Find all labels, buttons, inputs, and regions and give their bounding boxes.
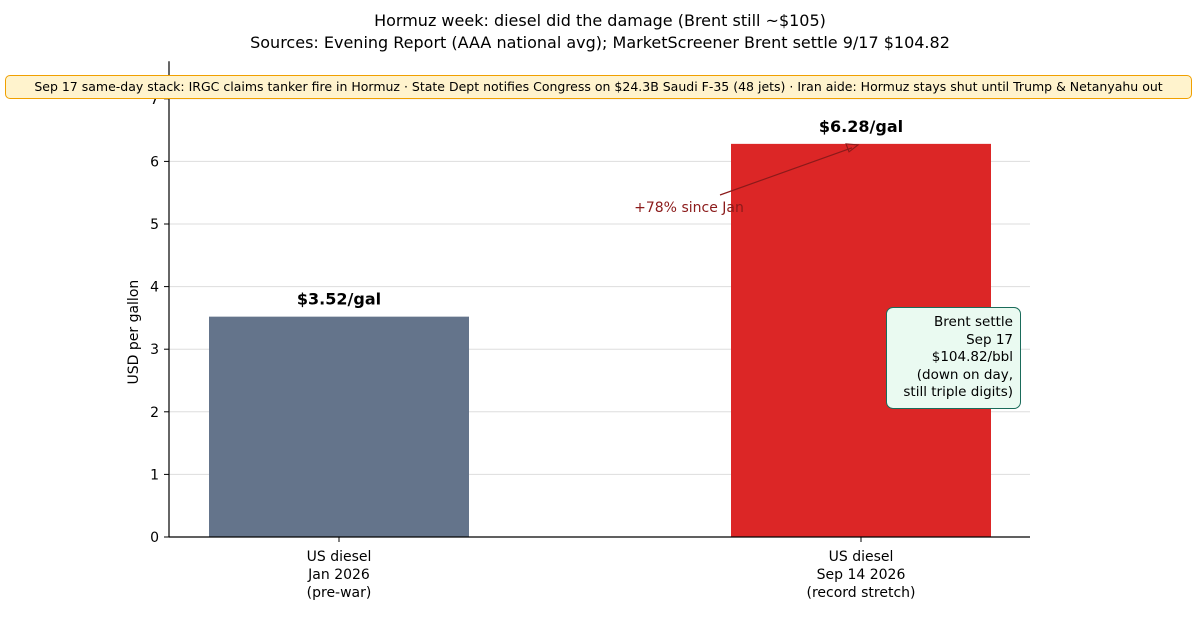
bar xyxy=(209,316,469,537)
data-label: $3.52/gal xyxy=(297,290,381,309)
x-tick-label: (pre-war) xyxy=(307,585,372,601)
annotation-arrow xyxy=(719,147,853,196)
callout-line: still triple digits) xyxy=(903,384,1013,400)
x-tick-label: Sep 14 2026 xyxy=(817,567,906,583)
annotation-arrowhead xyxy=(845,143,860,153)
x-tick-label: US diesel xyxy=(829,549,894,565)
bars xyxy=(209,143,991,537)
y-tick-label: 2 xyxy=(150,405,159,421)
annotation-text: +78% since Jan xyxy=(634,200,744,216)
news-banner: Sep 17 same-day stack: IRGC claims tanke… xyxy=(5,75,1192,99)
y-tick-label: 7 xyxy=(150,92,159,108)
data-label: $6.28/gal xyxy=(819,117,903,136)
axes: 0 1 2 3 4 5 6 7 xyxy=(150,61,1030,546)
labels: $3.52/gal US diesel Jan 2026 (pre-war) $6.28… xyxy=(126,117,916,601)
y-tick-label: 3 xyxy=(150,342,159,358)
callout-line: Brent settle xyxy=(934,314,1013,330)
callout-line: $104.82/bbl xyxy=(931,349,1013,365)
x-tick-label: Jan 2026 xyxy=(307,567,370,583)
y-axis-label: USD per gallon xyxy=(126,280,142,385)
x-tick-label: US diesel xyxy=(307,549,372,565)
y-tick-label: 0 xyxy=(150,530,159,546)
y-tick-label: 4 xyxy=(150,280,159,296)
brent-callout: Brent settle Sep 17 $104.82/bbl (down on… xyxy=(886,307,1021,409)
y-tick-label: 6 xyxy=(150,154,159,170)
chart-subtitle: Sources: Evening Report (AAA national av… xyxy=(250,33,950,52)
chart-title: Hormuz week: diesel did the damage (Bren… xyxy=(374,11,826,30)
callout-line: (down on day, xyxy=(916,366,1013,383)
x-tick-label: (record stretch) xyxy=(807,585,916,601)
y-tick-label: 1 xyxy=(150,467,159,483)
callout-line: Sep 17 xyxy=(966,331,1013,348)
y-tick-label: 5 xyxy=(150,217,159,233)
